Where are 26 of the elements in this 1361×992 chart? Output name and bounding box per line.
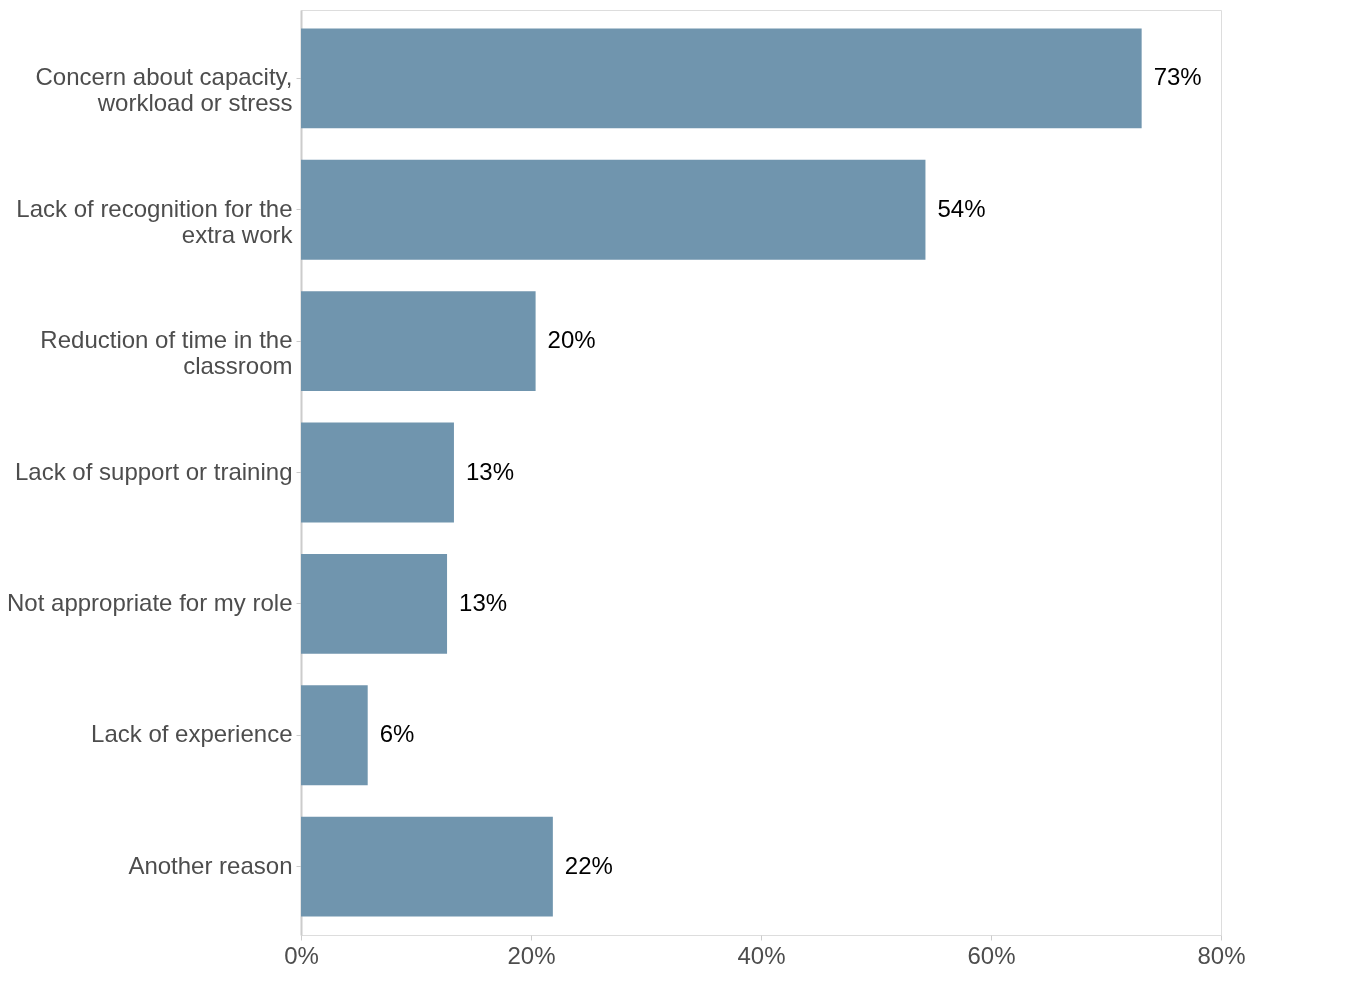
x-tick-label: 80% [1197,941,1246,969]
data-label: 6% [379,720,415,748]
bar [301,553,448,654]
data-label: 73% [1153,63,1202,91]
data-label: 54% [937,194,986,222]
x-tick-label: 60% [967,941,1016,969]
x-tick-label: 40% [737,941,786,969]
bar [301,685,368,786]
y-tick-label: Concern about capacity, workload or stress [35,63,293,117]
data-label: 13% [465,457,514,485]
y-tick-label: Lack of recognition for the extra work [16,194,294,248]
bar [301,28,1142,129]
y-tick-label: Reduction of time in the classroom [40,326,293,380]
bar [301,422,454,523]
bar [301,159,926,260]
data-label: 22% [564,851,613,879]
data-label: 20% [547,326,596,354]
y-tick-label: Lack of support or training [15,457,293,485]
x-tick-label: 0% [284,941,319,969]
x-tick-label: 20% [507,941,556,969]
y-tick-label: Another reason [128,851,293,879]
data-label: 13% [459,588,508,616]
bar [301,291,536,392]
y-tick-label: Lack of experience [91,720,293,748]
bar [301,816,553,917]
y-tick-label: Not appropriate for my role [7,588,293,616]
